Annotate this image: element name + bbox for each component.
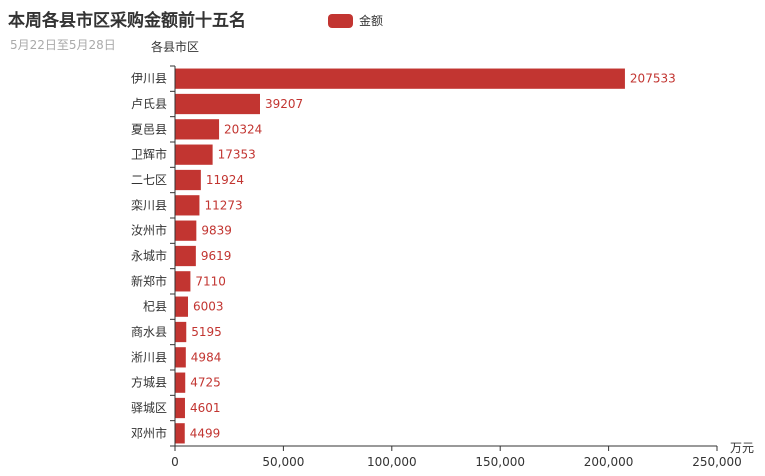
y-tick-label: 新郑市 <box>131 273 167 288</box>
axes-layer: 伊川县卢氏县夏邑县卫辉市二七区栾川县汝州市永城市新郑市杞县商水县淅川县方城县驿城… <box>131 65 742 469</box>
bar[interactable] <box>175 93 260 115</box>
y-axis-title: 各县市区 <box>151 39 199 54</box>
bar[interactable] <box>175 372 186 393</box>
y-tick-label: 杞县 <box>143 300 167 314</box>
bar[interactable] <box>175 195 200 216</box>
legend-swatch <box>328 13 353 28</box>
data-label: 9619 <box>201 249 232 263</box>
x-tick-label: 50,000 <box>262 455 304 469</box>
y-tick-label: 驿城区 <box>131 401 167 415</box>
y-tick-label: 汝州市 <box>131 223 167 238</box>
data-label: 4601 <box>190 401 221 415</box>
y-tick-label: 淅川县 <box>131 349 167 364</box>
data-label: 11924 <box>206 173 244 187</box>
y-tick-label: 夏邑县 <box>131 122 167 136</box>
x-tick-label: 100,000 <box>367 455 417 469</box>
data-label: 17353 <box>218 148 256 162</box>
bar[interactable] <box>175 169 201 191</box>
data-label: 207533 <box>630 72 676 86</box>
x-axis-title: 万元 <box>730 441 754 455</box>
legend-item-amount[interactable]: 金额 <box>328 12 383 29</box>
y-tick-label: 卢氏县 <box>131 96 167 111</box>
data-label: 6003 <box>193 300 224 314</box>
bar[interactable] <box>175 397 185 419</box>
x-tick-label: 150,000 <box>475 455 525 469</box>
y-tick-label: 卫辉市 <box>131 147 167 162</box>
bar[interactable] <box>175 271 191 292</box>
bar[interactable] <box>175 423 185 444</box>
y-tick-label: 方城县 <box>131 375 167 390</box>
data-label: 20324 <box>224 122 262 136</box>
chart-subtitle: 5月22日至5月28日 <box>10 38 116 52</box>
y-tick-label: 永城市 <box>131 248 167 263</box>
x-tick-label: 0 <box>171 455 179 469</box>
x-tick-label: 200,000 <box>584 455 634 469</box>
y-tick-label: 栾川县 <box>131 197 167 212</box>
bar[interactable] <box>175 296 189 317</box>
bar[interactable] <box>175 68 625 89</box>
data-label: 11273 <box>204 198 242 212</box>
data-label: 9839 <box>201 224 232 238</box>
bar[interactable] <box>175 321 187 343</box>
bar[interactable] <box>175 144 213 165</box>
y-tick-label: 伊川县 <box>131 72 167 86</box>
data-label: 5195 <box>191 325 222 339</box>
y-tick-label: 二七区 <box>131 173 167 187</box>
bar[interactable] <box>175 245 196 267</box>
data-label: 39207 <box>265 97 303 111</box>
data-label: 4725 <box>190 376 221 390</box>
bar[interactable] <box>175 347 186 368</box>
y-tick-label: 商水县 <box>131 324 167 339</box>
data-label: 4984 <box>191 350 222 364</box>
chart-title: 本周各县市区采购金额前十五名 <box>8 11 246 31</box>
bar[interactable] <box>175 119 220 140</box>
data-label: 7110 <box>195 274 226 288</box>
x-tick-label: 250,000 <box>692 455 742 469</box>
y-tick-label: 邓州市 <box>131 425 167 440</box>
data-label: 4499 <box>190 426 221 440</box>
bar[interactable] <box>175 220 197 241</box>
legend-label: 金额 <box>359 14 384 28</box>
